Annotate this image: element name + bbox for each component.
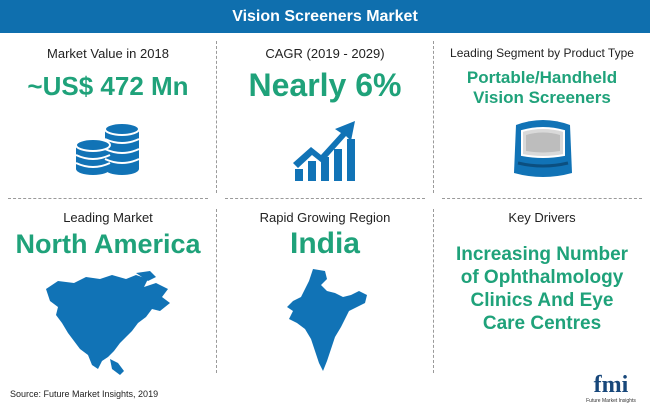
market-value-label: Market Value in 2018 [47, 46, 169, 61]
header-bar: Vision Screeners Market [0, 0, 650, 33]
divider [225, 198, 425, 199]
divider [216, 41, 217, 193]
leading-segment-value: Portable/Handheld Vision Screeners [434, 68, 650, 108]
key-drivers-line: Increasing Number [455, 244, 629, 265]
leading-segment-card: Leading Segment by Product Type Portable… [434, 37, 650, 205]
fmi-logo: fmi Future Market Insights [580, 372, 642, 406]
growth-chart-icon [293, 121, 355, 181]
cagr-value: Nearly 6% [248, 67, 402, 103]
page-title: Vision Screeners Market [232, 8, 418, 25]
leading-segment-label: Leading Segment by Product Type [450, 46, 634, 60]
cagr-label: CAGR (2019 - 2029) [265, 46, 385, 61]
leading-market-label: Leading Market [63, 210, 153, 225]
leading-market-card: Leading Market North America [0, 205, 216, 375]
india-map-icon [287, 269, 367, 371]
source-note: Source: Future Market Insights, 2019 [10, 389, 159, 399]
key-drivers-value: Increasing Number of Ophthalmology Clini… [434, 243, 650, 335]
market-value-card: Market Value in 2018 ~US$ 472 Mn [0, 37, 216, 205]
handheld-screener-icon [514, 120, 572, 177]
logo-text: fmi [593, 372, 629, 398]
logo-subtitle: Future Market Insights [586, 398, 636, 404]
divider [8, 198, 208, 199]
leading-segment-line: Portable/Handheld [466, 68, 618, 87]
infographic-grid: Market Value in 2018 ~US$ 472 Mn [0, 37, 650, 377]
leading-segment-line: Vision Screeners [473, 88, 611, 107]
coins-icon [75, 122, 140, 175]
leading-market-value: North America [15, 229, 201, 259]
key-drivers-line: of Ophthalmology [460, 267, 624, 288]
cagr-card: CAGR (2019 - 2029) Nearly 6% [217, 37, 433, 205]
key-drivers-card: Key Drivers Increasing Number of Ophthal… [434, 205, 650, 373]
rapid-growing-region-value: India [289, 227, 360, 260]
divider [433, 41, 434, 193]
rapid-growing-region-card: Rapid Growing Region India [217, 205, 433, 373]
divider [433, 209, 434, 373]
divider [442, 198, 642, 199]
key-drivers-line: Clinics And Eye [470, 290, 614, 311]
north-america-map-icon [46, 271, 170, 375]
rapid-growing-region-label: Rapid Growing Region [259, 210, 391, 225]
market-value: ~US$ 472 Mn [27, 71, 189, 101]
key-drivers-line: Care Centres [482, 313, 602, 334]
key-drivers-label: Key Drivers [508, 210, 576, 225]
divider [216, 209, 217, 373]
